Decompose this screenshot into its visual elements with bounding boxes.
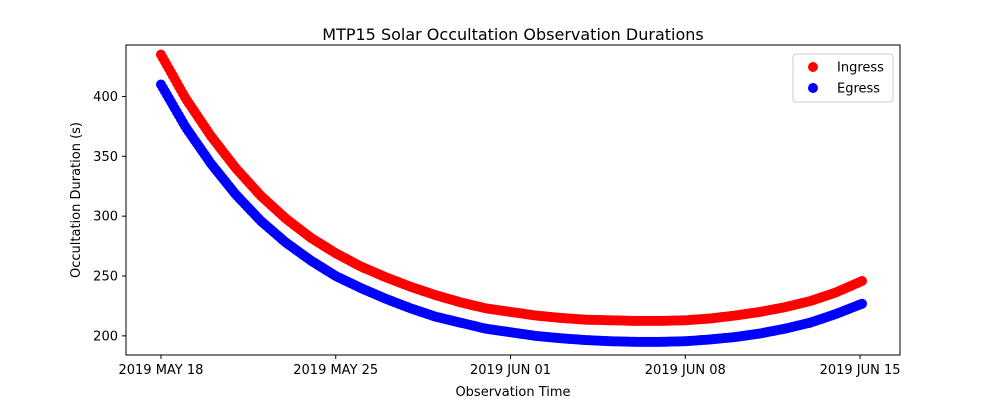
chart-title: MTP15 Solar Occultation Observation Dura… <box>322 25 703 44</box>
series-ingress <box>155 49 868 326</box>
y-axis-label: Occultation Duration (s) <box>69 122 84 278</box>
x-tick-label: 2019 JUN 08 <box>645 363 726 378</box>
legend-marker-egress <box>808 83 818 93</box>
data-point <box>857 298 868 309</box>
x-tick-label: 2019 MAY 25 <box>293 363 378 378</box>
y-tick-label: 200 <box>93 329 118 344</box>
y-axis: 200 250 300 350 400 <box>93 90 126 344</box>
legend: Ingress Egress <box>792 53 894 103</box>
x-axis-label: Observation Time <box>455 385 570 400</box>
y-tick-label: 250 <box>93 270 118 285</box>
x-tick-label: 2019 JUN 01 <box>470 363 551 378</box>
legend-label-ingress: Ingress <box>837 61 884 76</box>
legend-marker-ingress <box>808 62 818 72</box>
plot-area <box>155 49 868 347</box>
y-tick-label: 350 <box>93 150 118 165</box>
legend-frame <box>792 53 894 103</box>
data-point <box>857 276 868 287</box>
x-tick-label: 2019 MAY 18 <box>118 363 203 378</box>
y-tick-label: 300 <box>93 210 118 225</box>
axes-frame <box>125 44 901 356</box>
series-egress <box>155 79 868 347</box>
x-axis: 2019 MAY 18 2019 MAY 25 2019 JUN 01 2019 JU… <box>118 355 901 378</box>
y-tick-label: 400 <box>93 90 118 105</box>
legend-label-egress: Egress <box>837 82 880 97</box>
x-tick-label: 2019 JUN 15 <box>820 363 901 378</box>
